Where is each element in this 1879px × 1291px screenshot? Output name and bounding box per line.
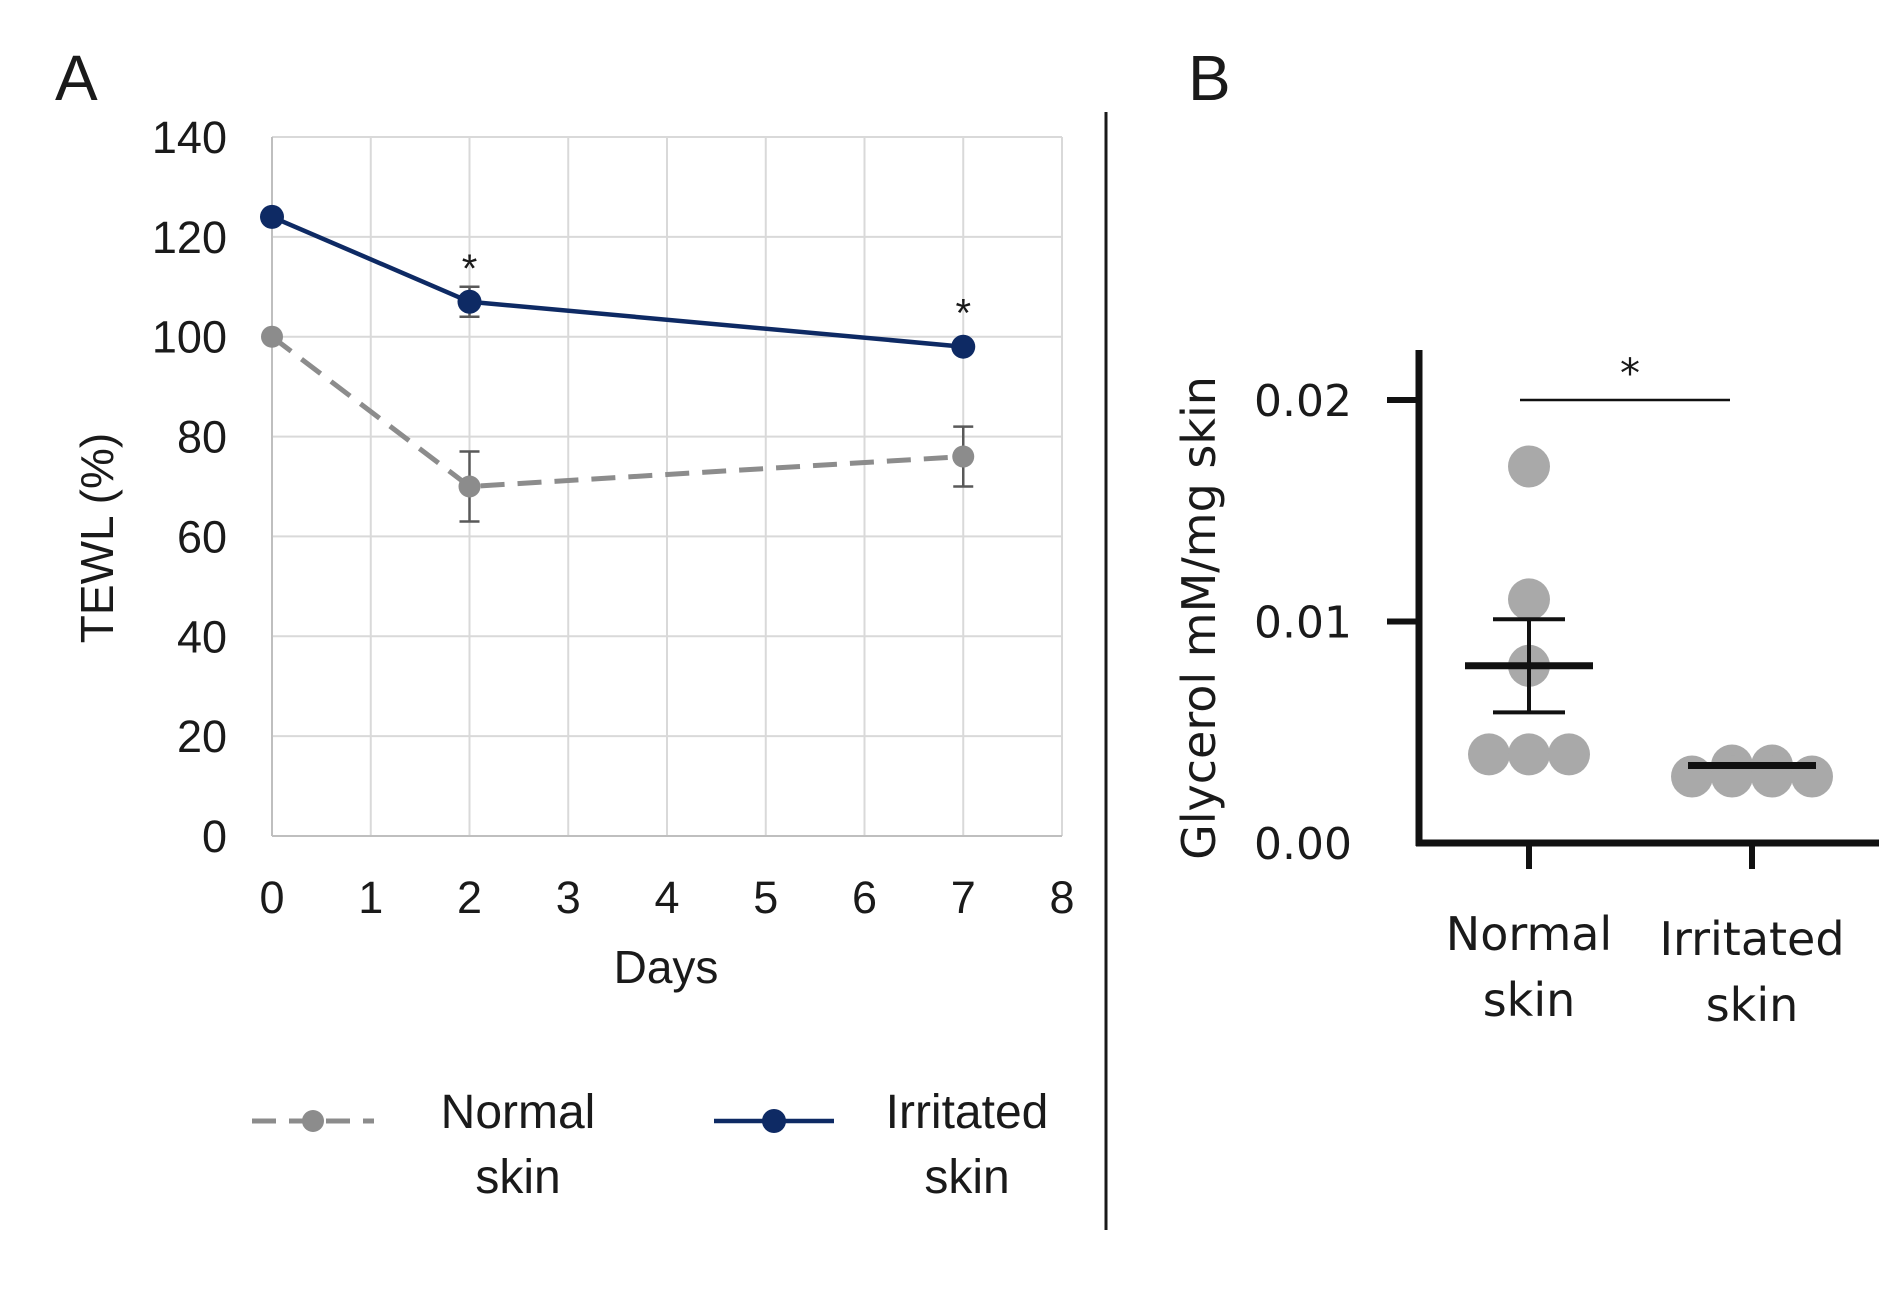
data-point bbox=[1671, 755, 1713, 798]
panel-a-x-tick-labels: 0 1 2 3 4 5 6 7 8 bbox=[259, 872, 1074, 923]
x-tick-label: 8 bbox=[1049, 872, 1074, 923]
panel-a-label: A bbox=[55, 42, 98, 114]
legend-label-line: Irritated bbox=[886, 1086, 1049, 1139]
x-tick-label: 4 bbox=[654, 872, 679, 923]
y-tick-label: 0 bbox=[202, 811, 227, 862]
panel-b: B Glycerol mM/mg skin 0.00 0.01 0.02 * Nor… bbox=[1172, 42, 1879, 1032]
series-line bbox=[270, 334, 964, 489]
panel-b-mean-sem bbox=[1465, 617, 1816, 769]
x-tick-label: 1 bbox=[358, 872, 383, 923]
data-point bbox=[951, 334, 976, 359]
legend-marker bbox=[762, 1109, 786, 1133]
x-tick-label: 2 bbox=[457, 872, 482, 923]
panel-b-points bbox=[1468, 445, 1833, 798]
data-point bbox=[1548, 733, 1590, 776]
data-point bbox=[952, 445, 975, 468]
y-tick-label: 80 bbox=[177, 412, 227, 463]
panel-b-significance: * bbox=[1520, 351, 1730, 402]
legend-item-normal-skin: Normal skin bbox=[252, 1086, 595, 1204]
series-irritated-skin bbox=[260, 204, 976, 359]
panel-a-series bbox=[260, 204, 976, 523]
panel-a-y-tick-labels: 0 20 40 60 80 100 120 140 bbox=[152, 112, 227, 862]
data-point bbox=[261, 325, 283, 348]
data-point bbox=[260, 204, 284, 229]
data-point bbox=[1508, 578, 1550, 621]
y-tick-label: 20 bbox=[177, 711, 227, 762]
significance-star: * bbox=[955, 292, 971, 336]
panel-a-annotations: ** bbox=[462, 247, 971, 336]
data-point bbox=[1751, 755, 1793, 798]
x-tick-label: 3 bbox=[556, 872, 581, 923]
significance-star: * bbox=[462, 247, 478, 291]
series-normal-skin bbox=[261, 325, 975, 523]
panel-b-y-axis-title: Glycerol mM/mg skin bbox=[1172, 376, 1226, 860]
panel-b-axes bbox=[1387, 350, 1879, 869]
significance-star: * bbox=[1620, 351, 1640, 397]
data-point bbox=[1508, 445, 1550, 488]
y-tick-label: 100 bbox=[152, 312, 227, 363]
category-label-line: Normal bbox=[1446, 907, 1612, 961]
panel-a-x-axis-title: Days bbox=[614, 941, 719, 993]
y-tick-label: 0.00 bbox=[1254, 819, 1352, 870]
panel-a-legend: Normal skin Irritated skin bbox=[252, 1086, 1048, 1204]
y-tick-label: 40 bbox=[177, 611, 227, 662]
category-label-line: skin bbox=[1706, 978, 1799, 1032]
legend-label-line: skin bbox=[475, 1151, 560, 1204]
x-tick-label: 5 bbox=[753, 872, 778, 923]
data-point bbox=[1468, 733, 1510, 776]
panel-b-y-tick-labels: 0.00 0.01 0.02 bbox=[1254, 376, 1352, 870]
category-label-line: skin bbox=[1483, 973, 1576, 1027]
category-label-line: Irritated bbox=[1659, 912, 1844, 966]
y-tick-label: 120 bbox=[152, 212, 227, 263]
legend-label-line: Normal bbox=[441, 1086, 596, 1139]
data-point bbox=[457, 289, 482, 314]
y-tick-label: 60 bbox=[177, 511, 227, 562]
data-point bbox=[1791, 755, 1833, 798]
data-point bbox=[1711, 755, 1753, 798]
x-tick-label: 0 bbox=[259, 872, 284, 923]
panel-b-label: B bbox=[1188, 42, 1231, 114]
y-tick-label: 0.01 bbox=[1254, 598, 1352, 649]
panel-a-gridlines bbox=[271, 136, 1063, 837]
panel-a-y-axis-title: TEWL (%) bbox=[71, 433, 123, 643]
data-point bbox=[1508, 733, 1550, 776]
legend-label-line: skin bbox=[924, 1151, 1009, 1204]
x-tick-label: 6 bbox=[852, 872, 877, 923]
y-tick-label: 140 bbox=[152, 112, 227, 163]
legend-item-irritated-skin: Irritated skin bbox=[714, 1086, 1048, 1204]
data-point bbox=[458, 475, 481, 498]
x-tick-label: 7 bbox=[951, 872, 976, 923]
legend-marker bbox=[302, 1110, 324, 1132]
y-tick-label: 0.02 bbox=[1254, 376, 1352, 427]
panel-b-category-labels: Normal skin Irritated skin bbox=[1446, 907, 1845, 1032]
